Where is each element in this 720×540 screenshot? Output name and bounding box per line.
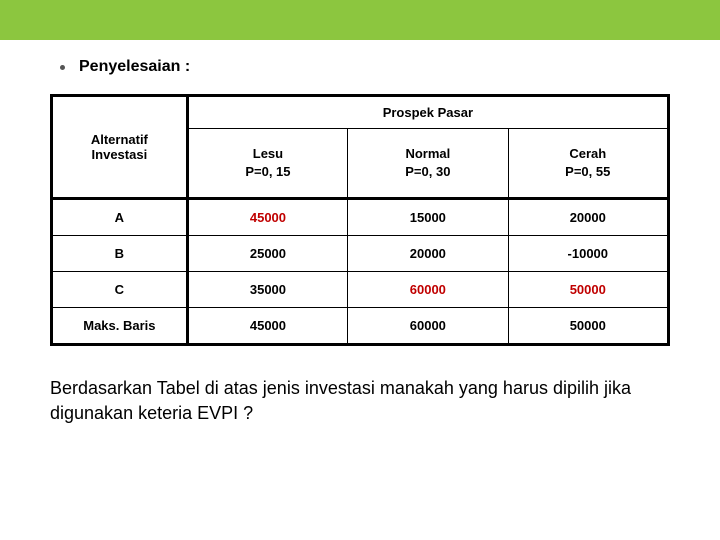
cell: 60000 (348, 308, 508, 345)
slide-content: Penyelesaian : Alternatif Investasi Pros… (0, 40, 720, 425)
cell: 25000 (187, 236, 347, 272)
heading-row: Penyelesaian : (50, 58, 670, 76)
cell: -10000 (508, 236, 668, 272)
bullet-icon (60, 65, 65, 70)
prospek-header: Prospek Pasar (187, 96, 668, 129)
scenario-normal: Normal P=0, 30 (348, 129, 508, 199)
cell: 20000 (348, 236, 508, 272)
scenario-cerah: Cerah P=0, 55 (508, 129, 668, 199)
cell: 50000 (508, 272, 668, 308)
top-bar (0, 0, 720, 40)
cell: 45000 (187, 199, 347, 236)
table-row: Maks. Baris 45000 60000 50000 (52, 308, 669, 345)
question-text: Berdasarkan Tabel di atas jenis investas… (50, 376, 670, 425)
cell: 15000 (348, 199, 508, 236)
cell: 60000 (348, 272, 508, 308)
cell: 35000 (187, 272, 347, 308)
row-label: A (52, 199, 188, 236)
decision-table: Alternatif Investasi Prospek Pasar Lesu … (50, 94, 670, 346)
heading-text: Penyelesaian : (79, 58, 190, 76)
row-label: C (52, 272, 188, 308)
table-row: C 35000 60000 50000 (52, 272, 669, 308)
cell: 20000 (508, 199, 668, 236)
scenario-lesu: Lesu P=0, 15 (187, 129, 347, 199)
cell: 45000 (187, 308, 347, 345)
cell: 50000 (508, 308, 668, 345)
table-row: B 25000 20000 -10000 (52, 236, 669, 272)
row-label: Maks. Baris (52, 308, 188, 345)
row-label: B (52, 236, 188, 272)
alt-header: Alternatif Investasi (52, 96, 188, 199)
table-row: A 45000 15000 20000 (52, 199, 669, 236)
